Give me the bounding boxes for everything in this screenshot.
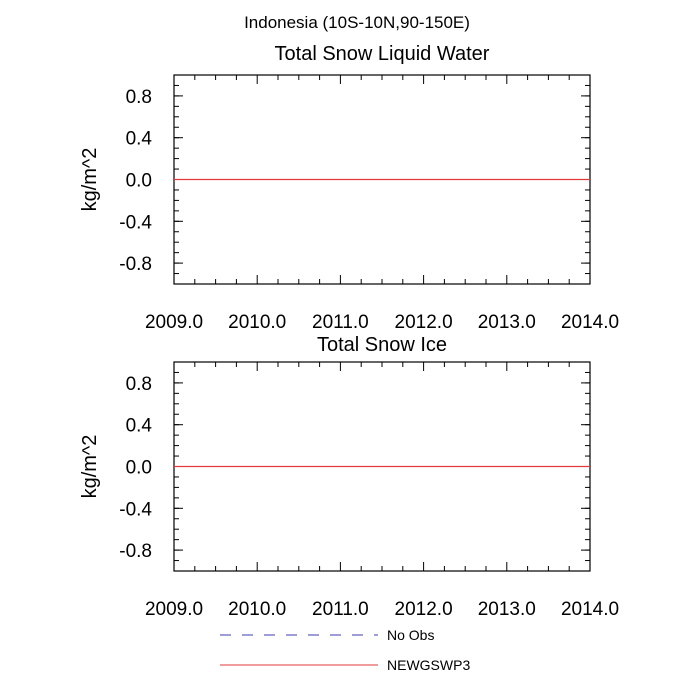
x-tick-label: 2010.0	[228, 312, 286, 333]
x-tick-label: 2012.0	[395, 599, 453, 620]
legend-label-2: NEWGSWP3	[387, 657, 470, 673]
chart-title: Total Snow Liquid Water	[275, 43, 490, 65]
x-tick-label: 2010.0	[228, 599, 286, 620]
y-tick-label: -0.8	[119, 254, 152, 275]
chart-title: Total Snow Ice	[317, 334, 447, 356]
x-tick-label: 2014.0	[561, 599, 619, 620]
y-tick-label: 0.8	[126, 87, 152, 108]
y-tick-label: -0.4	[119, 499, 152, 520]
y-tick-label: 0.0	[126, 458, 152, 479]
y-axis-label: kg/m^2	[79, 148, 101, 212]
y-tick-label: 0.8	[126, 374, 152, 395]
y-tick-label: 0.4	[126, 129, 153, 150]
legend: No Obs NEWGSWP3	[220, 627, 470, 673]
x-tick-label: 2009.0	[145, 599, 203, 620]
y-axis-label: kg/m^2	[79, 435, 101, 499]
chart-panel-1: Total Snow Liquid Water kg/m^2 -0.8 -0.4 0.0…	[79, 43, 619, 333]
x-tick-label: 2012.0	[395, 312, 453, 333]
x-tick-label: 2011.0	[312, 312, 369, 333]
x-tick-label: 2014.0	[561, 312, 619, 333]
y-tick-label: 0.0	[126, 171, 152, 192]
y-tick-label: 0.4	[126, 416, 153, 437]
chart-panels: Total Snow Liquid Water kg/m^2 -0.8 -0.4 0.0…	[79, 43, 619, 620]
y-tick-label: -0.4	[119, 212, 152, 233]
legend-label-1: No Obs	[387, 627, 434, 643]
figure-suptitle: Indonesia (10S-10N,90-150E)	[244, 13, 470, 32]
x-tick-label: 2009.0	[145, 312, 203, 333]
x-tick-label: 2013.0	[478, 599, 536, 620]
x-tick-label: 2013.0	[478, 312, 536, 333]
x-tick-label: 2011.0	[312, 599, 369, 620]
chart-panel-2: Total Snow Ice kg/m^2 -0.8 -0.4 0.0 0.4 0.8 200…	[79, 334, 619, 620]
y-tick-label: -0.8	[119, 541, 152, 562]
